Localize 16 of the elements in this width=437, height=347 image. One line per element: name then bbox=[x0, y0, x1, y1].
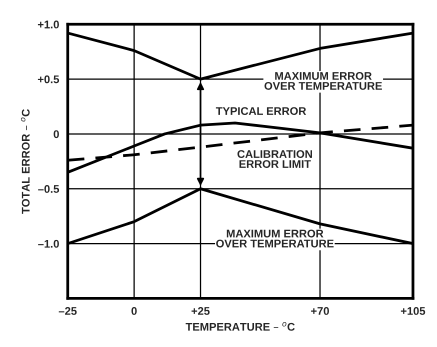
x-tick-label: +25 bbox=[192, 307, 210, 315]
x-tick-label: –25 bbox=[58, 307, 77, 315]
annotation: CALIBRATION ERROR LIMIT bbox=[237, 150, 312, 168]
y-tick-label: 0 bbox=[54, 130, 59, 138]
x-tick-label: 0 bbox=[131, 307, 137, 315]
x-tick-label: +70 bbox=[311, 307, 329, 315]
annotation: MAXIMUM ERROR OVER TEMPERATURE bbox=[216, 230, 334, 248]
x-tick-label: +105 bbox=[400, 307, 426, 315]
y-axis-title: TOTAL ERROR – $^{o}$C bbox=[20, 109, 30, 214]
y-tick-label: +1.0 bbox=[38, 20, 59, 28]
y-tick-label: –0.5 bbox=[38, 185, 60, 193]
annotation: TYPICAL ERROR bbox=[216, 107, 306, 115]
annotation: MAXIMUM ERROR OVER TEMPERATURE bbox=[264, 72, 382, 90]
x-axis-title: TEMPERATURE – $^{o}$C bbox=[186, 322, 295, 331]
y-tick-label: –1.0 bbox=[38, 240, 59, 248]
y-tick-label: +0.5 bbox=[38, 75, 60, 84]
